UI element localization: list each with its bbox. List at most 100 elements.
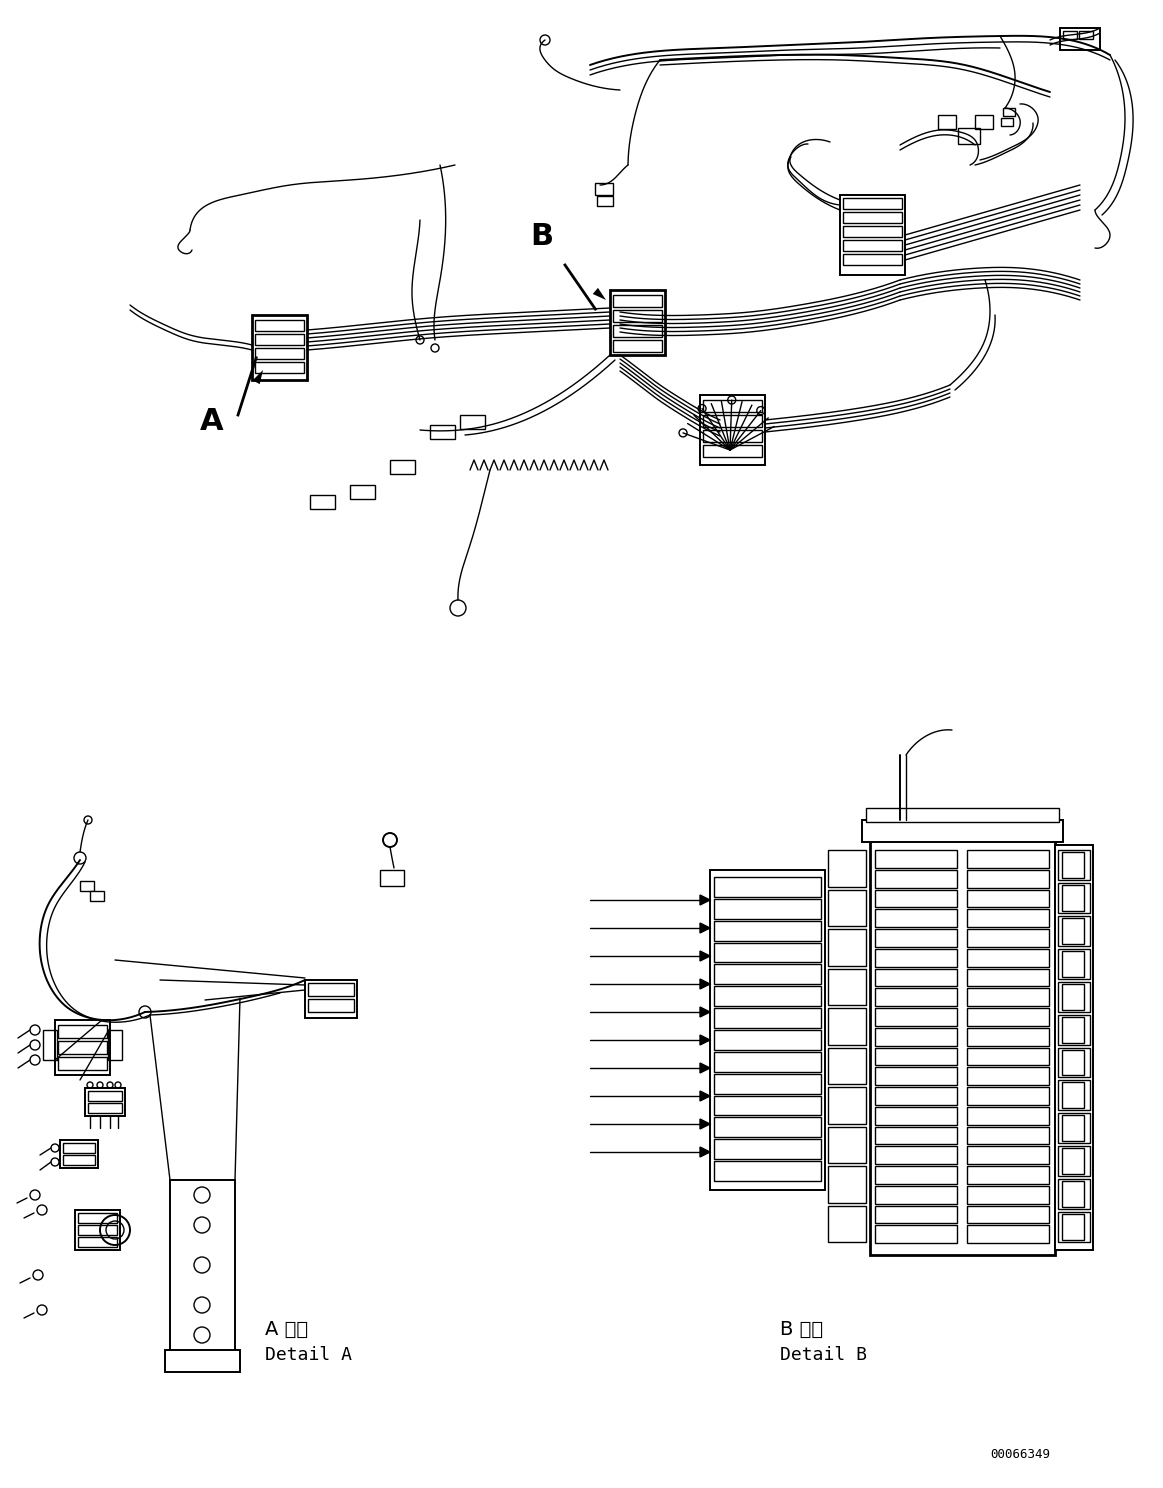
Polygon shape	[252, 371, 263, 384]
Bar	[828, 1007, 866, 1045]
Polygon shape	[700, 1119, 709, 1129]
Bar	[966, 988, 1049, 1006]
Bar	[939, 115, 956, 129]
Bar	[1062, 1082, 1084, 1109]
Bar	[700, 394, 765, 464]
Bar	[1058, 1080, 1090, 1110]
Bar	[613, 339, 662, 353]
Bar	[714, 921, 821, 940]
Bar	[305, 981, 357, 1018]
Bar	[1058, 949, 1090, 979]
Bar	[1062, 1116, 1084, 1141]
Bar	[88, 1091, 122, 1101]
Bar	[875, 1048, 957, 1065]
Bar	[875, 969, 957, 987]
Text: A 詳細: A 詳細	[265, 1320, 308, 1339]
Bar	[714, 1009, 821, 1028]
Bar	[308, 984, 354, 995]
Bar	[1079, 31, 1093, 39]
Bar	[966, 1067, 1049, 1085]
Bar	[1062, 1049, 1084, 1076]
Bar	[714, 1117, 821, 1137]
Bar	[966, 1088, 1049, 1104]
Bar	[702, 400, 762, 412]
Bar	[875, 1146, 957, 1164]
Bar	[80, 881, 94, 891]
Bar	[78, 1237, 117, 1247]
Bar	[58, 1025, 107, 1039]
Bar	[875, 850, 957, 868]
Bar	[875, 1067, 957, 1085]
Bar	[308, 998, 354, 1012]
Bar	[63, 1143, 95, 1153]
Bar	[714, 1161, 821, 1181]
Text: Detail B: Detail B	[780, 1347, 866, 1364]
Bar	[165, 1350, 240, 1372]
Bar	[843, 198, 902, 208]
Bar	[966, 1007, 1049, 1025]
Bar	[1058, 1048, 1090, 1077]
Bar	[966, 929, 1049, 946]
Bar	[90, 891, 104, 902]
Bar	[714, 1030, 821, 1051]
Bar	[78, 1225, 117, 1235]
Polygon shape	[700, 894, 709, 905]
Bar	[875, 949, 957, 967]
Bar	[966, 1048, 1049, 1065]
Bar	[828, 969, 866, 1004]
Bar	[1058, 882, 1090, 912]
Bar	[1062, 1181, 1084, 1207]
Bar	[875, 909, 957, 927]
Bar	[966, 1205, 1049, 1223]
Text: 00066349: 00066349	[990, 1448, 1050, 1461]
Bar	[55, 1019, 110, 1074]
Bar	[88, 1103, 122, 1113]
Bar	[843, 254, 902, 265]
Bar	[702, 415, 762, 427]
Bar	[380, 870, 404, 885]
Bar	[1058, 1178, 1090, 1210]
Bar	[1058, 915, 1090, 946]
Text: B: B	[530, 222, 554, 251]
Polygon shape	[700, 1007, 709, 1016]
Bar	[966, 1126, 1049, 1144]
Bar	[597, 196, 613, 205]
Bar	[714, 1140, 821, 1159]
Bar	[828, 1088, 866, 1123]
Bar	[255, 348, 304, 359]
Bar	[60, 1140, 98, 1168]
Bar	[714, 1074, 821, 1094]
Polygon shape	[593, 287, 606, 301]
Bar	[74, 1210, 120, 1250]
Bar	[828, 850, 866, 887]
Polygon shape	[700, 1147, 709, 1158]
Bar	[966, 909, 1049, 927]
Text: B 詳細: B 詳細	[780, 1320, 823, 1339]
Bar	[714, 964, 821, 984]
Bar	[1062, 984, 1084, 1009]
Bar	[966, 1107, 1049, 1125]
Bar	[870, 841, 1055, 1254]
Bar	[966, 850, 1049, 868]
Polygon shape	[700, 1036, 709, 1045]
Bar	[966, 1167, 1049, 1184]
Bar	[350, 485, 374, 498]
Bar	[966, 969, 1049, 987]
Bar	[875, 1028, 957, 1046]
Bar	[1058, 1113, 1090, 1143]
Bar	[966, 1146, 1049, 1164]
Polygon shape	[700, 923, 709, 933]
Text: Detail A: Detail A	[265, 1347, 352, 1364]
Bar	[966, 890, 1049, 908]
Bar	[613, 324, 662, 336]
Bar	[875, 1088, 957, 1104]
Bar	[875, 988, 957, 1006]
Bar	[1058, 982, 1090, 1012]
Bar	[966, 1028, 1049, 1046]
Bar	[1062, 885, 1084, 911]
Text: A: A	[200, 408, 223, 436]
Bar	[613, 310, 662, 321]
Bar	[78, 1213, 117, 1223]
Bar	[58, 1056, 107, 1070]
Bar	[170, 1180, 235, 1360]
